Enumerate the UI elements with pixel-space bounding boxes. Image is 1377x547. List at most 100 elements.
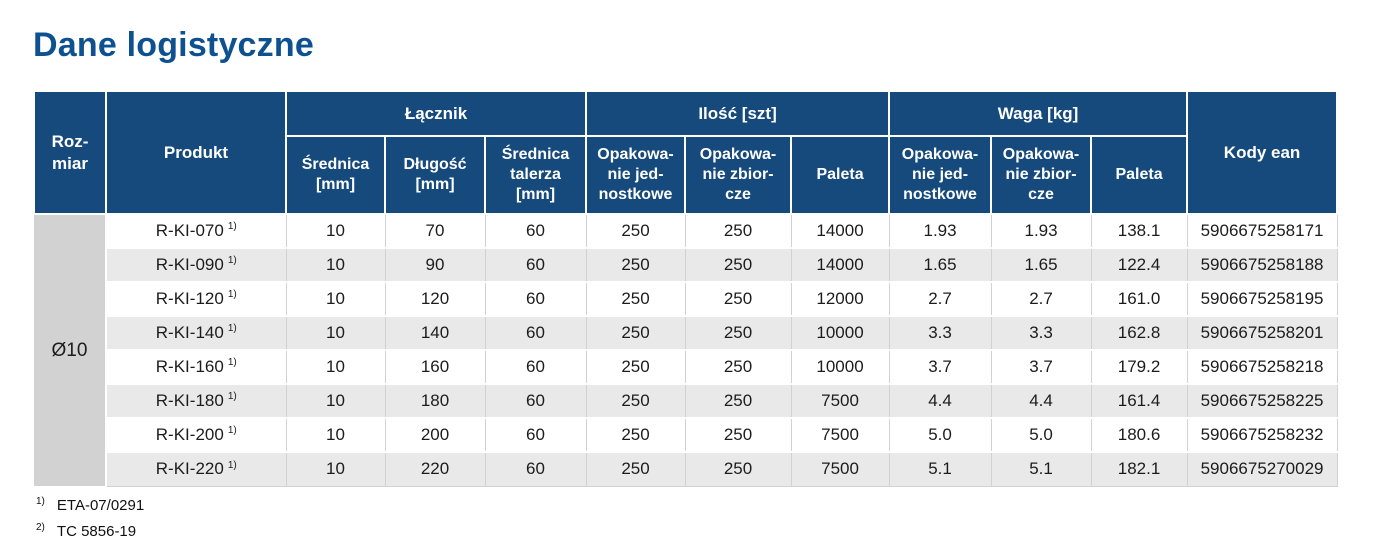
cell-dlugosc: 70 bbox=[385, 213, 486, 248]
produkt-label: R-KI-140 bbox=[155, 323, 224, 342]
cell-ilosc-op-zbiorcze: 250 bbox=[685, 417, 792, 452]
cell-ilosc-paleta: 7500 bbox=[791, 383, 890, 418]
page-title: Dane logistyczne bbox=[33, 26, 314, 64]
cell-srednica: 10 bbox=[286, 451, 386, 487]
col-header-waga-op-zbiorcze: Opakowa- nie zbior- cze bbox=[990, 135, 1093, 215]
cell-waga-op-jednostkowe: 3.7 bbox=[889, 349, 992, 384]
header-group-row: Roz- miar Produkt Łącznik Ilość [szt] Wa… bbox=[33, 90, 1339, 215]
footnote-marker: 1) bbox=[227, 425, 237, 437]
cell-waga-paleta: 161.4 bbox=[1091, 383, 1188, 418]
cell-produkt: R-KI-180 1) bbox=[105, 383, 287, 418]
footnote-1: 1) ETA-07/0291 bbox=[36, 495, 144, 517]
rozmiar-value-cell: Ø10 bbox=[34, 213, 107, 486]
cell-ilosc-op-zbiorcze: 250 bbox=[685, 213, 792, 248]
col-header-kody-ean: Kody ean bbox=[1186, 90, 1339, 215]
cell-waga-op-zbiorcze: 3.3 bbox=[991, 315, 1092, 350]
cell-waga-op-jednostkowe: 5.1 bbox=[889, 451, 992, 487]
cell-waga-op-zbiorcze: 5.0 bbox=[991, 417, 1092, 452]
col-group-ilosc: Ilość [szt] bbox=[585, 90, 891, 137]
cell-ilosc-op-zbiorcze: 250 bbox=[685, 383, 792, 418]
cell-ean-code: 5906675258188 bbox=[1187, 247, 1338, 282]
col-header-srednica: Średnica [mm] bbox=[285, 135, 386, 215]
cell-produkt: R-KI-220 1) bbox=[105, 451, 287, 487]
cell-waga-op-jednostkowe: 1.93 bbox=[889, 213, 992, 248]
cell-ilosc-op-zbiorcze: 250 bbox=[685, 315, 792, 350]
footnote-marker: 1) bbox=[227, 221, 237, 233]
cell-dlugosc: 180 bbox=[385, 383, 486, 418]
cell-ean-code: 5906675258201 bbox=[1187, 315, 1338, 350]
cell-ilosc-op-jednostkowe: 250 bbox=[586, 451, 686, 487]
cell-ilosc-op-zbiorcze: 250 bbox=[685, 349, 792, 384]
cell-waga-op-jednostkowe: 1.65 bbox=[889, 247, 992, 282]
col-header-ilosc-op-jednostkowe: Opakowa- nie jed- nostkowe bbox=[585, 135, 687, 215]
footnote-marker: 1) bbox=[227, 459, 237, 471]
cell-srednica: 10 bbox=[286, 247, 386, 282]
cell-waga-paleta: 161.0 bbox=[1091, 281, 1188, 316]
cell-waga-op-zbiorcze: 3.7 bbox=[991, 349, 1092, 384]
col-header-srednica-talerza: Średnica talerza [mm] bbox=[483, 135, 588, 215]
produkt-label: R-KI-220 bbox=[155, 459, 224, 479]
cell-srednica-talerza: 60 bbox=[485, 281, 587, 316]
cell-srednica-talerza: 60 bbox=[485, 247, 587, 282]
cell-waga-paleta: 182.1 bbox=[1091, 451, 1188, 487]
cell-waga-paleta: 122.4 bbox=[1091, 247, 1188, 282]
footnote-marker: 1) bbox=[227, 255, 237, 267]
footnotes: 1) ETA-07/0291 2) TC 5856-19 bbox=[36, 495, 144, 547]
cell-ilosc-paleta: 10000 bbox=[791, 315, 890, 350]
cell-srednica: 10 bbox=[286, 315, 386, 350]
cell-ean-code: 5906675270029 bbox=[1187, 451, 1338, 487]
table-row: R-KI-200 1) 10 200 60 250 250 7500 5.0 5.… bbox=[34, 417, 1338, 452]
cell-waga-op-zbiorcze: 1.93 bbox=[991, 213, 1092, 248]
cell-ilosc-paleta: 7500 bbox=[791, 417, 890, 452]
footnote-2: 2) TC 5856-19 bbox=[36, 521, 144, 543]
table-row: Ø10 R-KI-070 1) 10 70 60 250 250 14000 1.9… bbox=[34, 213, 1338, 486]
cell-srednica: 10 bbox=[286, 349, 386, 384]
cell-waga-op-zbiorcze: 5.1 bbox=[991, 451, 1092, 487]
produkt-label: R-KI-070 bbox=[155, 221, 224, 240]
cell-dlugosc: 220 bbox=[385, 451, 486, 487]
cell-ilosc-op-jednostkowe: 250 bbox=[586, 281, 686, 316]
cell-ean-code: 5906675258225 bbox=[1187, 383, 1338, 418]
produkt-label: R-KI-200 bbox=[155, 425, 224, 444]
cell-waga-op-zbiorcze: 2.7 bbox=[991, 281, 1092, 316]
cell-ilosc-op-jednostkowe: 250 bbox=[586, 349, 686, 384]
cell-ilosc-op-jednostkowe: 250 bbox=[586, 213, 686, 248]
cell-produkt: R-KI-120 1) bbox=[105, 281, 287, 316]
cell-ilosc-op-jednostkowe: 250 bbox=[586, 417, 686, 452]
cell-waga-paleta: 179.2 bbox=[1091, 349, 1188, 384]
cell-srednica-talerza: 60 bbox=[485, 417, 587, 452]
table-row: R-KI-160 1) 10 160 60 250 250 10000 3.7 3… bbox=[34, 349, 1338, 384]
cell-srednica-talerza: 60 bbox=[485, 315, 587, 350]
cell-waga-op-zbiorcze: 4.4 bbox=[991, 383, 1092, 418]
footnote-1-text: ETA-07/0291 bbox=[56, 497, 145, 514]
cell-srednica-talerza: 60 bbox=[485, 349, 587, 384]
col-header-dlugosc: Długość [mm] bbox=[384, 135, 486, 215]
cell-produkt: R-KI-200 1) bbox=[105, 417, 287, 452]
header-sub-row: Średnica [mm] Długość [mm] Średnica tale… bbox=[34, 135, 1337, 215]
cell-ean-code: 5906675258218 bbox=[1187, 349, 1338, 384]
footnote-marker: 1) bbox=[227, 391, 237, 403]
cell-produkt: R-KI-160 1) bbox=[105, 349, 287, 384]
cell-waga-paleta: 180.6 bbox=[1091, 417, 1188, 452]
produkt-label: R-KI-090 bbox=[155, 255, 224, 274]
cell-waga-op-jednostkowe: 4.4 bbox=[889, 383, 992, 418]
cell-ilosc-op-jednostkowe: 250 bbox=[586, 315, 686, 350]
cell-ilosc-op-zbiorcze: 250 bbox=[685, 451, 792, 487]
cell-srednica-talerza: 60 bbox=[485, 451, 587, 487]
cell-srednica: 10 bbox=[286, 213, 386, 248]
col-header-produkt: Produkt bbox=[105, 90, 287, 215]
table-row: R-KI-180 1) 10 180 60 250 250 7500 4.4 4.… bbox=[34, 383, 1338, 418]
cell-ilosc-paleta: 14000 bbox=[791, 213, 890, 248]
cell-ilosc-paleta: 7500 bbox=[791, 451, 890, 487]
cell-ean-code: 5906675258232 bbox=[1187, 417, 1338, 452]
cell-dlugosc: 120 bbox=[385, 281, 486, 316]
cell-ilosc-op-jednostkowe: 250 bbox=[586, 247, 686, 282]
cell-ilosc-op-zbiorcze: 250 bbox=[685, 281, 792, 316]
footnote-1-marker: 1) bbox=[36, 496, 45, 507]
col-header-ilosc-paleta: Paleta bbox=[790, 135, 891, 215]
cell-waga-op-jednostkowe: 2.7 bbox=[889, 281, 992, 316]
produkt-label: R-KI-180 bbox=[155, 391, 224, 410]
cell-dlugosc: 90 bbox=[385, 247, 486, 282]
cell-dlugosc: 160 bbox=[385, 349, 486, 384]
footnote-2-marker: 2) bbox=[36, 521, 45, 533]
